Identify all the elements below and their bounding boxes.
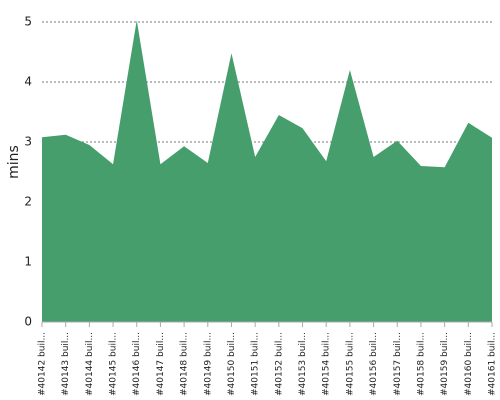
x-tick-label: #40160 buil... xyxy=(464,332,474,396)
x-tick-label: #40157 buil... xyxy=(393,332,403,396)
x-tick-label: #40161 buil... xyxy=(488,332,498,396)
x-tick-label: #40145 buil... xyxy=(109,332,119,396)
area xyxy=(42,20,492,322)
x-tick-label: #40146 buil... xyxy=(132,332,142,396)
x-tick-label: #40150 buil... xyxy=(227,332,237,396)
x-tick-label: #40152 buil... xyxy=(274,332,284,396)
x-tick-label: #40154 buil... xyxy=(322,332,332,396)
x-tick-label: #40144 buil... xyxy=(85,332,95,396)
x-tick-label: #40159 buil... xyxy=(440,332,450,396)
x-tick-label: #40149 buil... xyxy=(203,332,213,396)
x-tick-label: #40142 buil... xyxy=(38,332,48,396)
y-tick-label: 5 xyxy=(24,15,32,29)
x-tick-label: #40148 buil... xyxy=(180,332,190,396)
x-tick-label: #40143 buil... xyxy=(61,332,71,396)
x-tick-label: #40158 buil... xyxy=(416,332,426,396)
y-tick-label: 3 xyxy=(24,135,32,149)
y-tick-label: 0 xyxy=(24,315,32,329)
x-tick-label: #40151 buil... xyxy=(251,332,261,396)
x-tick-label: #40156 buil... xyxy=(369,332,379,396)
y-tick-label: 4 xyxy=(24,75,32,89)
x-tick-label: #40153 buil... xyxy=(298,332,308,396)
x-tick-label: #40147 buil... xyxy=(156,332,166,396)
x-tick-label: #40155 buil... xyxy=(345,332,355,396)
y-axis-label: mins xyxy=(6,145,22,179)
y-tick-label: 2 xyxy=(24,195,32,209)
y-tick-label: 1 xyxy=(24,255,32,269)
